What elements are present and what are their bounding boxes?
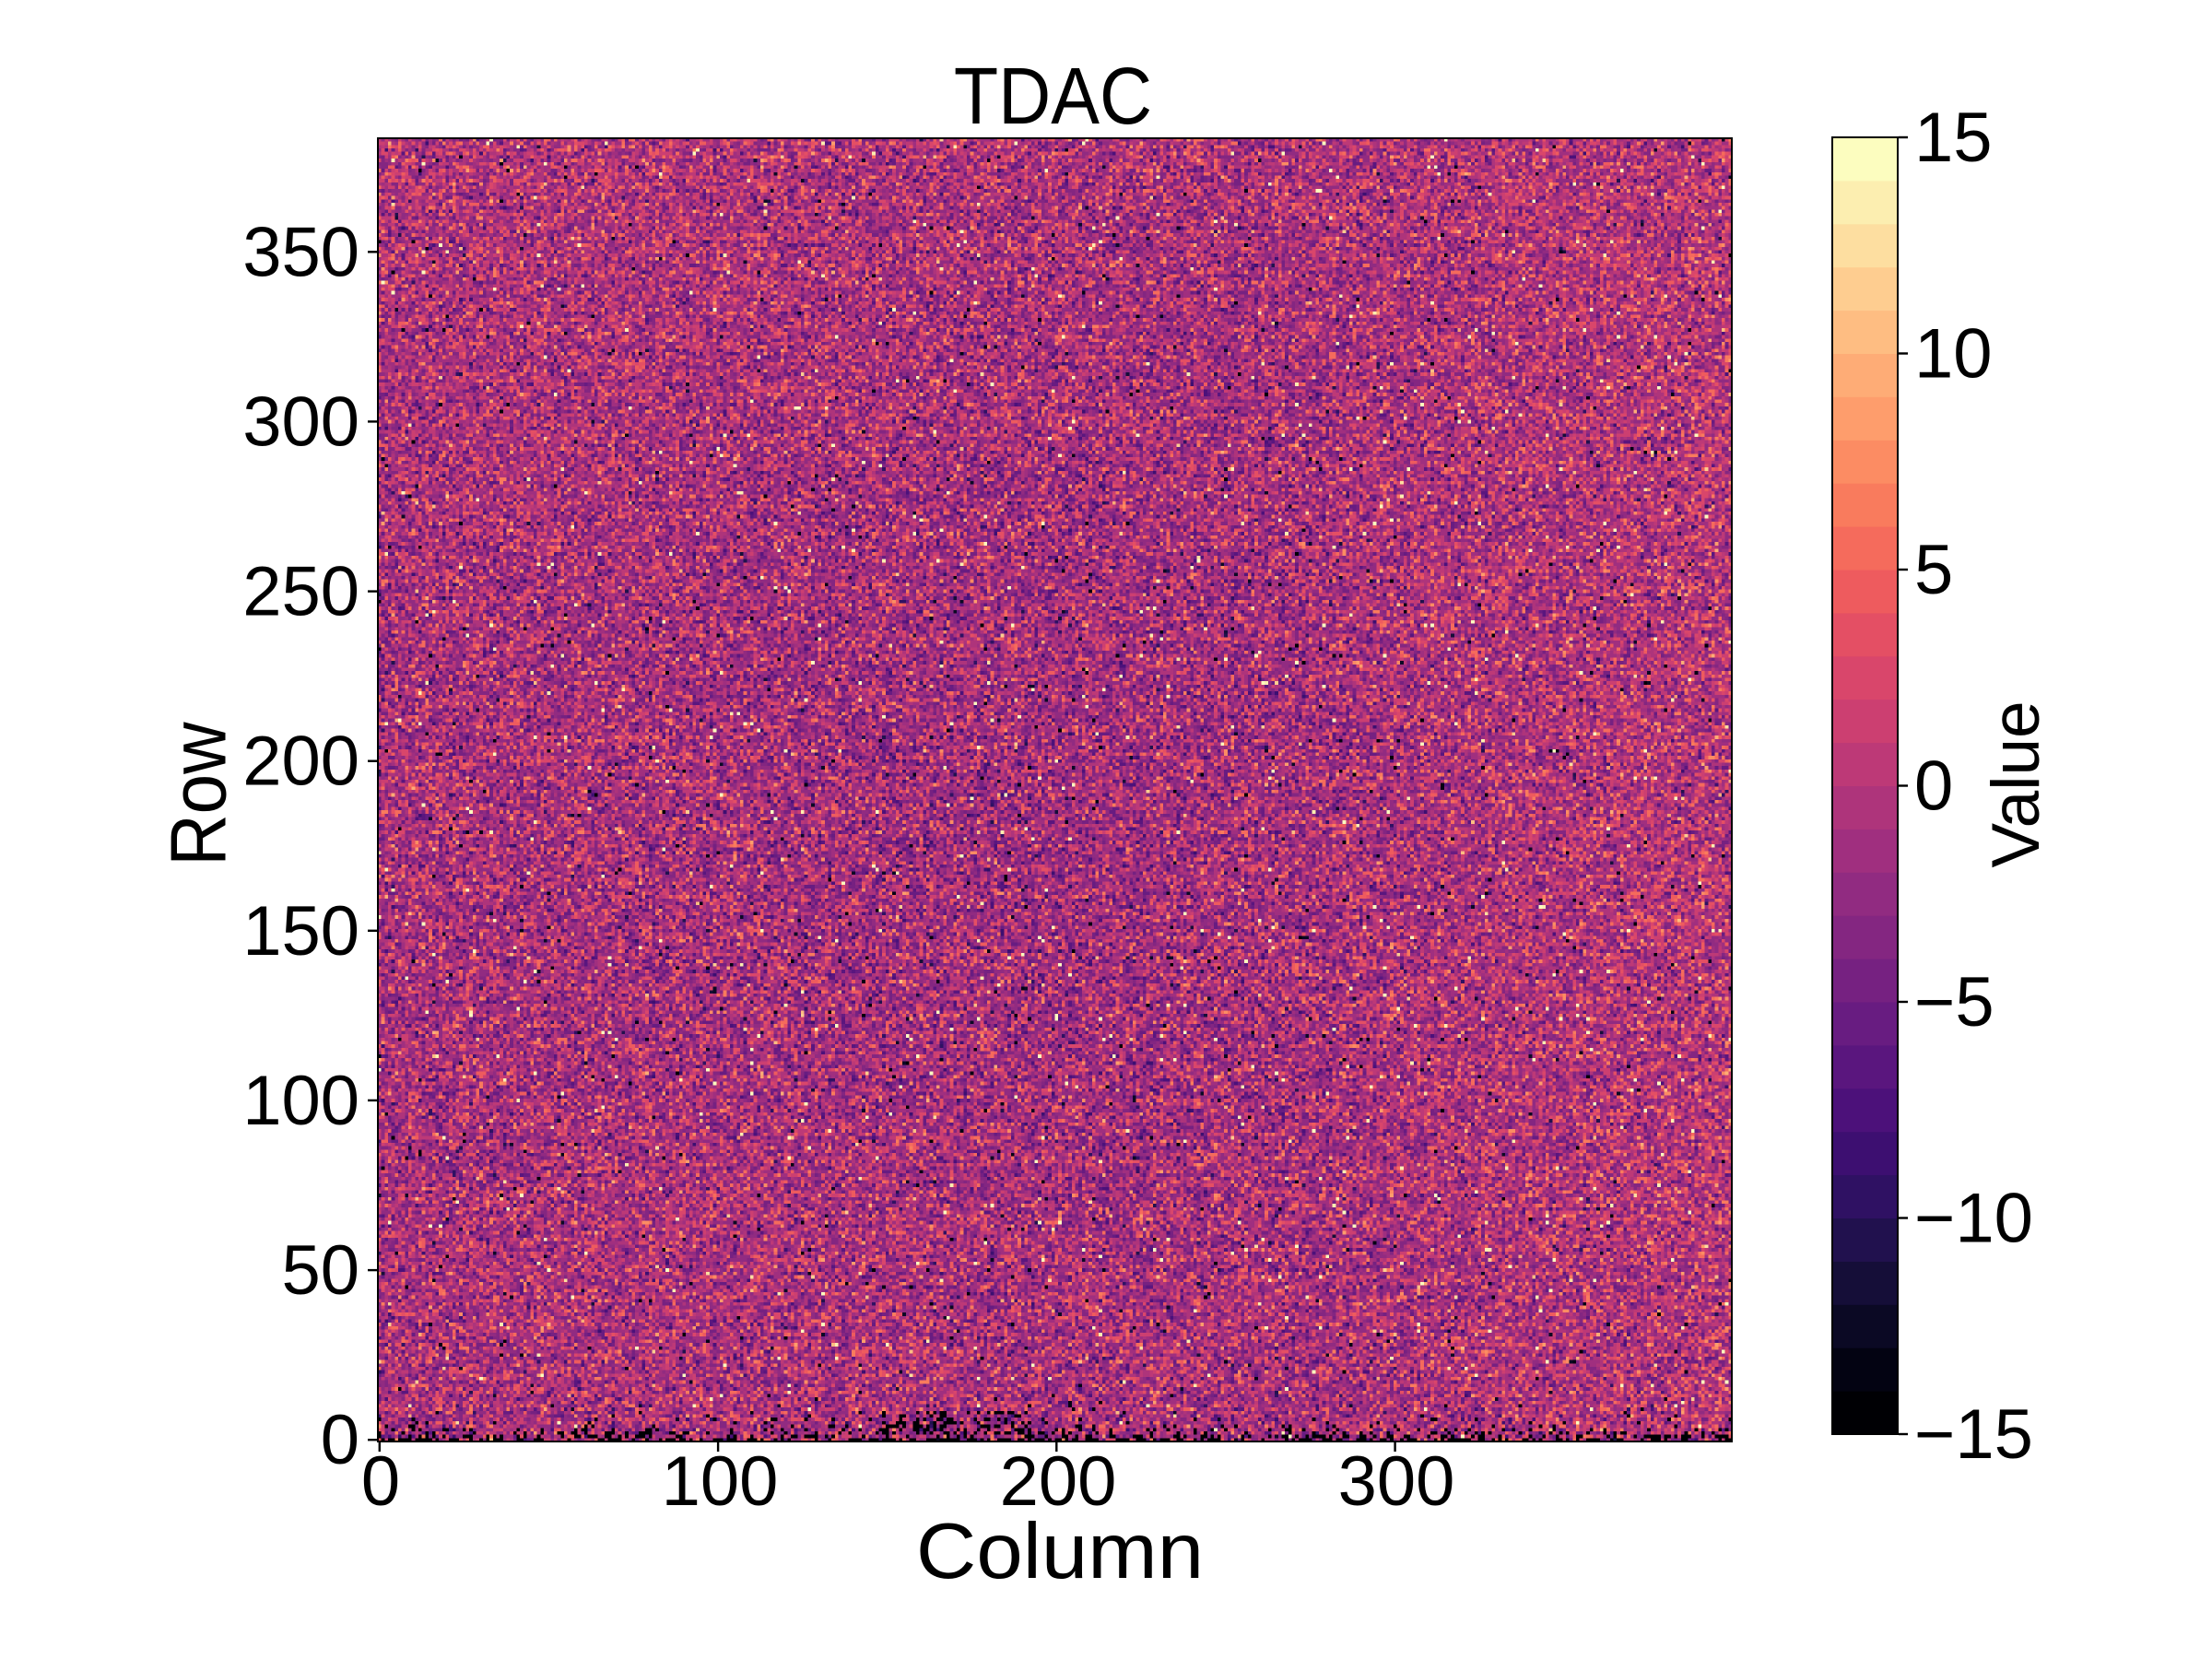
svg-text:350: 350 [242,213,359,291]
svg-text:0: 0 [361,1442,400,1521]
svg-text:100: 100 [242,1062,359,1140]
svg-text:150: 150 [242,892,359,971]
svg-text:TDAC: TDAC [954,52,1152,141]
svg-text:300: 300 [1338,1442,1455,1521]
svg-text:Row: Row [156,721,243,865]
svg-text:15: 15 [1914,99,1993,177]
svg-text:50: 50 [281,1231,359,1310]
svg-text:250: 250 [242,553,359,631]
svg-text:Value: Value [1979,700,2053,867]
svg-text:300: 300 [242,382,359,461]
svg-text:−10: −10 [1914,1180,2033,1258]
svg-text:100: 100 [662,1442,779,1521]
svg-text:Column: Column [916,1507,1204,1595]
svg-text:−15: −15 [1914,1395,2033,1474]
svg-text:0: 0 [1914,747,1953,826]
svg-text:200: 200 [242,723,359,801]
svg-text:10: 10 [1914,315,1993,394]
svg-text:0: 0 [321,1401,359,1479]
svg-text:200: 200 [1000,1442,1117,1521]
svg-text:−5: −5 [1914,963,1994,1041]
svg-text:5: 5 [1914,531,1953,609]
